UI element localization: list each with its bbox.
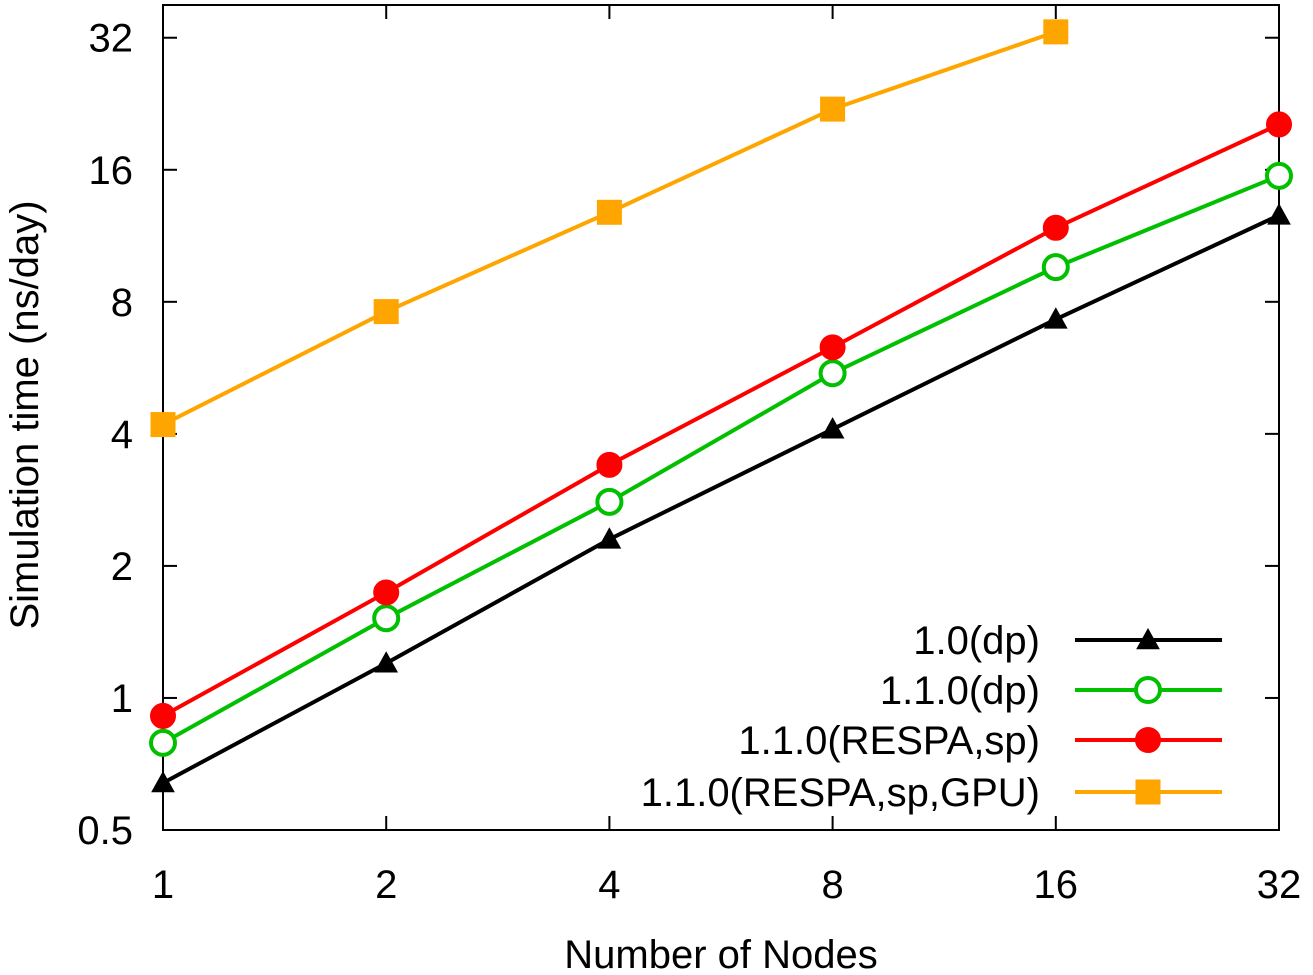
x-tick-label: 2 <box>375 863 397 907</box>
data-point <box>1043 19 1069 45</box>
data-point <box>374 651 399 673</box>
data-point <box>1042 214 1069 241</box>
data-point <box>1267 203 1291 225</box>
data-point <box>818 359 847 388</box>
data-point <box>820 96 846 122</box>
x-tick-label: 8 <box>821 863 843 907</box>
data-point <box>1041 253 1070 282</box>
y-tick-label: 4 <box>111 413 133 457</box>
x-axis-ticks: 1 2 4 8 16 32 <box>152 5 1301 907</box>
data-point <box>1043 307 1068 329</box>
y-axis-title: Simulation time (ns/day) <box>3 200 47 629</box>
data-point <box>150 702 176 729</box>
x-tick-label: 16 <box>1034 863 1079 907</box>
x-tick-label: 1 <box>152 863 174 907</box>
data-point <box>820 417 845 439</box>
x-tick-label: 32 <box>1257 863 1302 907</box>
legend-marker <box>1134 676 1162 704</box>
series-line <box>162 173 1280 745</box>
x-axis-title: Number of Nodes <box>564 933 877 975</box>
plot-frame <box>162 4 1280 831</box>
legend-marker <box>1136 627 1160 650</box>
legend-marker <box>1135 779 1161 805</box>
data-point <box>373 299 399 325</box>
y-tick-label: 0.5 <box>77 809 133 853</box>
y-tick-label: 32 <box>89 17 134 61</box>
data-point <box>596 199 622 225</box>
series-1.0(dp) <box>151 203 1291 793</box>
y-tick-label: 16 <box>89 149 134 193</box>
y-tick-label: 2 <box>111 545 133 589</box>
legend: 1.0(dp) 1.1.0(dp) 1.1.0(RESPA,sp) 1.1.0(RES… <box>641 619 1222 815</box>
data-point <box>1265 161 1293 190</box>
legend-label: 1.1.0(RESPA,sp) <box>738 719 1040 763</box>
y-tick-label: 8 <box>111 281 133 325</box>
plot-border <box>162 4 1280 831</box>
data-point <box>596 451 623 478</box>
series-layer <box>149 19 1293 793</box>
y-axis-ticks: 0.5 1 2 4 8 16 32 <box>77 17 1279 853</box>
data-point <box>819 334 846 361</box>
y-tick-label: 1 <box>111 677 133 721</box>
data-point <box>149 728 177 757</box>
series-1.1.0(RESPA,sp,GPU) <box>150 19 1069 438</box>
data-point <box>150 412 176 438</box>
series-1.1.0(dp) <box>149 161 1293 757</box>
data-point <box>597 527 622 549</box>
legend-label: 1.0(dp) <box>913 619 1040 663</box>
data-point <box>595 487 624 516</box>
data-point <box>151 770 175 793</box>
data-point <box>373 579 400 606</box>
x-tick-label: 4 <box>598 863 620 907</box>
legend-label: 1.1.0(dp) <box>880 669 1040 713</box>
series-line <box>162 122 1280 718</box>
series-line <box>162 29 1057 427</box>
data-point <box>1266 111 1292 138</box>
legend-label: 1.1.0(RESPA,sp,GPU) <box>641 771 1040 815</box>
series-1.1.0(RESPA,sp) <box>150 111 1292 729</box>
legend-marker <box>1135 727 1161 753</box>
series-line <box>162 213 1280 785</box>
data-point <box>372 604 401 633</box>
